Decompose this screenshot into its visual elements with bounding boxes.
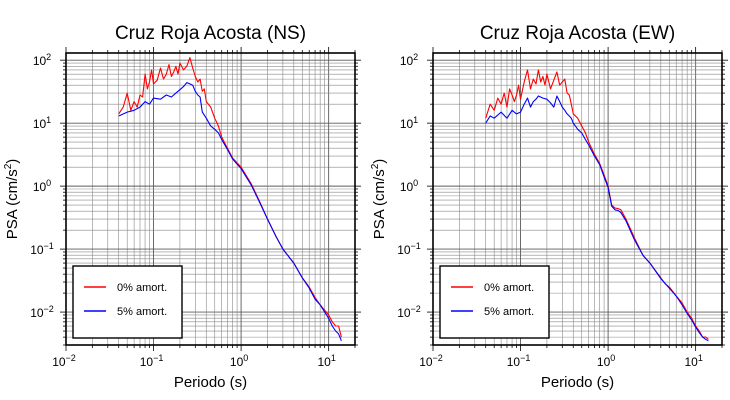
chart-panel-0: 10−2 10−1 100 101 10−2 10−1 100 101 102 Cruz Roja… [3,23,361,391]
series-line-amort-5 [485,95,709,342]
x-tick-label: 10−2 [52,353,76,369]
plot-frame [432,52,723,346]
y-axis-label: PSA (cm/s2) [370,159,388,240]
x-axis-label: Periodo (s) [174,374,247,391]
y-tick-label: 102 [33,52,51,68]
chart-panel-1: 10−2 10−1 100 101 10−2 10−1 100 101 102 Cruz Roja… [370,23,728,391]
y-tick-label: 100 [400,178,418,194]
x-tick-label: 10−1 [507,353,531,369]
y-tick-label: 100 [33,178,51,194]
legend: 0% amort. 5% amort. [439,265,550,339]
legend-label: 5% amort. [484,306,534,318]
x-tick-label: 10−1 [140,353,164,369]
x-axis-label: Periodo (s) [541,374,614,391]
x-tick-label: 10−2 [419,353,443,369]
y-tick-label: 102 [400,52,418,68]
y-tick-label: 10−2 [30,304,54,320]
x-tick-label: 101 [684,353,702,369]
legend-box [439,265,550,339]
y-tick-label: 101 [400,115,418,131]
series-line-amort-5 [118,82,342,342]
x-tick-label: 100 [230,353,248,369]
y-tick-label: 10−2 [397,304,421,320]
x-tick-label: 101 [317,353,335,369]
y-tick-label: 101 [33,115,51,131]
legend: 0% amort. 5% amort. [72,265,183,339]
legend-label: 0% amort. [117,282,167,294]
y-tick-label: 10−1 [397,241,421,257]
chart-title: Cruz Roja Acosta (NS) [115,23,306,44]
plot-frame [65,52,356,346]
legend-label: 5% amort. [117,306,167,318]
chart-title: Cruz Roja Acosta (EW) [480,23,675,44]
legend-box [72,265,183,339]
x-tick-label: 100 [597,353,615,369]
y-axis-label: PSA (cm/s2) [3,159,21,240]
y-tick-label: 10−1 [30,241,54,257]
legend-label: 0% amort. [484,282,534,294]
